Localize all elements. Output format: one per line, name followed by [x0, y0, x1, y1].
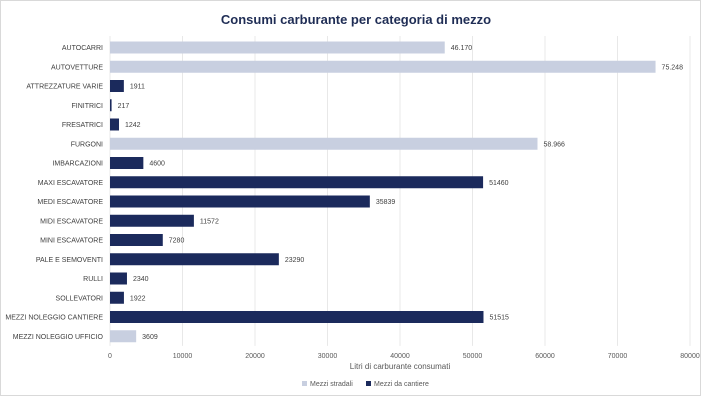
category-label: FINITRICI: [72, 103, 104, 110]
bar: [110, 253, 279, 266]
bar: [110, 118, 120, 131]
category-label: FRESATRICI: [62, 122, 103, 129]
category-label: MEZZI NOLEGGIO CANTIERE: [5, 315, 103, 322]
data-label: 23290: [285, 257, 305, 264]
x-tick-label: 70000: [608, 353, 628, 360]
category-label: MEZZI NOLEGGIO UFFICIO: [13, 334, 104, 341]
data-label: 75.248: [662, 64, 684, 71]
data-labels: 46.170 75.248 1911 217 1242 58.966 4600 51460 35…: [118, 45, 683, 341]
data-label: 4600: [149, 161, 165, 168]
bar: [110, 176, 484, 189]
x-tick-label: 50000: [463, 353, 483, 360]
data-label: 1242: [125, 122, 141, 129]
x-tick-label: 60000: [535, 353, 555, 360]
data-label: 1911: [130, 84, 145, 91]
x-tick-labels: 0 10000 20000 30000 40000 50000 60000 70000 8000…: [108, 353, 700, 360]
legend-label: Mezzi stradali: [310, 381, 353, 388]
category-label: FURGONI: [71, 141, 103, 148]
category-label: MINI ESCAVATORE: [40, 238, 103, 245]
category-labels: AUTOCARRI AUTOVETTURE ATTREZZATURE VARIE FI…: [5, 45, 103, 341]
x-axis-label: Litri di carburante consumati: [350, 362, 451, 371]
bar: [110, 291, 124, 304]
bar: [110, 311, 484, 323]
chart-title: Consumi carburante per categoria di mezz…: [221, 12, 491, 27]
legend-swatch: [302, 381, 307, 386]
bar: [110, 214, 194, 227]
data-label: 217: [118, 103, 130, 110]
category-label: IMBARCAZIONI: [52, 161, 103, 168]
category-label: AUTOVETTURE: [51, 64, 103, 71]
category-label: PALE E SEMOVENTI: [36, 257, 103, 264]
bar: [110, 60, 656, 73]
bar: [110, 99, 112, 112]
category-label: MAXI ESCAVATORE: [38, 180, 104, 187]
data-label: 46.170: [451, 45, 473, 52]
category-label: ATTREZZATURE VARIE: [26, 84, 103, 91]
legend-label: Mezzi da cantiere: [374, 381, 429, 388]
x-tick-label: 0: [108, 353, 112, 360]
data-label: 58.966: [544, 141, 566, 148]
data-label: 35839: [376, 199, 396, 206]
data-label: 1922: [130, 295, 146, 302]
category-label: AUTOCARRI: [62, 45, 103, 52]
category-label: RULLI: [83, 276, 103, 283]
category-label: SOLLEVATORI: [56, 295, 104, 302]
bar: [110, 41, 445, 54]
bars: [110, 41, 656, 343]
bar: [110, 80, 124, 92]
x-tick-label: 20000: [245, 353, 265, 360]
data-label: 51515: [489, 315, 509, 322]
legend-swatch: [366, 381, 371, 386]
x-tick-label: 40000: [390, 353, 410, 360]
category-label: MEDI ESCAVATORE: [37, 199, 103, 206]
category-label: MIDI ESCAVATORE: [40, 218, 103, 225]
bar: [110, 137, 538, 150]
legend: Mezzi stradali Mezzi da cantiere: [302, 381, 429, 388]
data-label: 51460: [489, 180, 509, 187]
bar: [110, 157, 144, 169]
data-label: 11572: [200, 218, 219, 225]
x-tick-label: 80000: [680, 353, 700, 360]
bar: [110, 272, 127, 285]
bar: [110, 195, 370, 208]
data-label: 2340: [133, 276, 149, 283]
data-label: 3609: [142, 334, 158, 341]
x-tick-label: 30000: [318, 353, 338, 360]
data-label: 7280: [169, 238, 185, 245]
bar: [110, 234, 163, 246]
x-tick-label: 10000: [173, 353, 193, 360]
bar: [110, 330, 137, 343]
